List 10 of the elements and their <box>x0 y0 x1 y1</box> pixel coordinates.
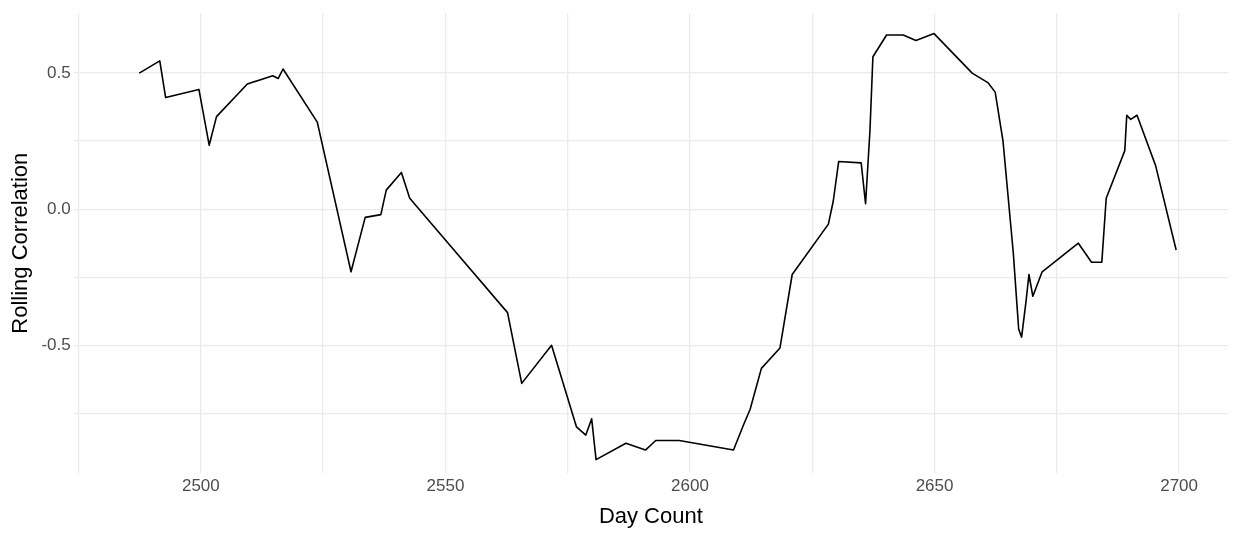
y-tick-label: -0.5 <box>41 334 71 354</box>
x-tick-label: 2700 <box>1160 476 1198 496</box>
x-tick-label: 2650 <box>915 476 954 496</box>
x-axis-title: Day Count <box>598 502 703 528</box>
y-tick-label: 0.0 <box>47 198 71 218</box>
y-axis-title: Rolling Correlation <box>7 152 33 334</box>
y-tick-label: 0.5 <box>47 62 71 82</box>
x-tick-label: 2600 <box>671 476 709 496</box>
x-tick-label: 2550 <box>426 476 465 496</box>
x-tick-label: 2500 <box>181 476 220 496</box>
